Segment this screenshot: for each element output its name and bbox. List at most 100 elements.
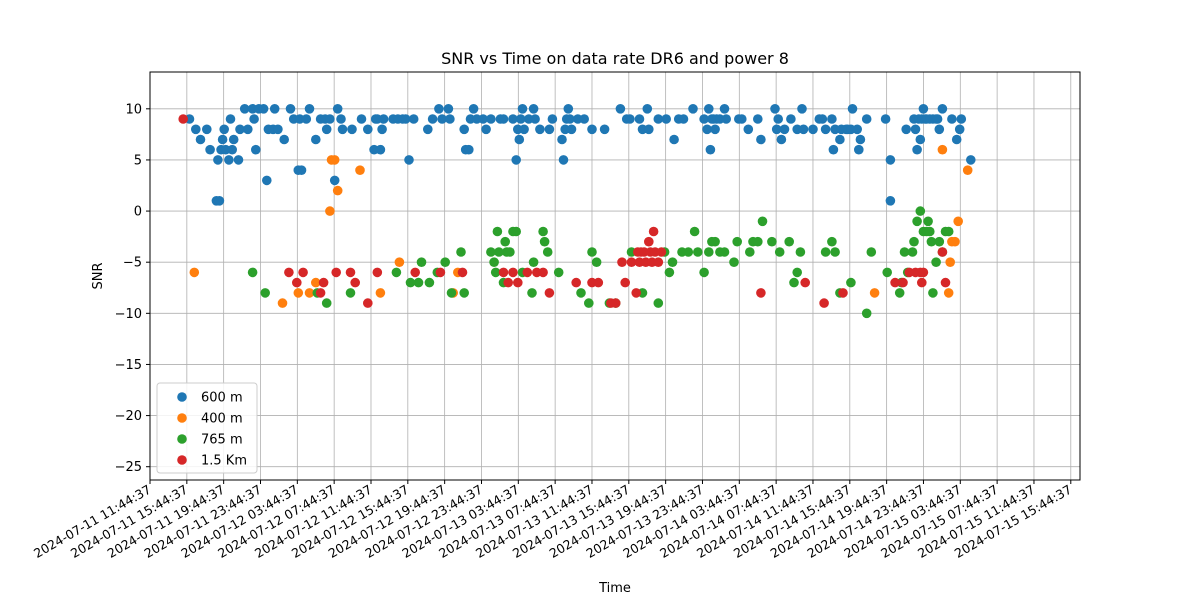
data-point	[591, 257, 602, 268]
data-point	[937, 247, 948, 257]
data-point	[953, 216, 963, 227]
data-point	[191, 124, 201, 135]
data-point	[901, 124, 911, 135]
data-point	[620, 277, 630, 288]
data-point	[544, 124, 555, 135]
data-point	[792, 267, 802, 278]
data-point	[729, 257, 739, 268]
data-point	[576, 288, 586, 298]
y-tick-label: −15	[115, 358, 142, 373]
data-point	[404, 155, 414, 165]
data-point	[530, 114, 540, 124]
data-point	[820, 124, 831, 135]
data-point	[593, 277, 604, 288]
data-point	[852, 124, 862, 135]
data-point	[435, 267, 446, 278]
data-point	[394, 257, 405, 268]
data-point	[251, 144, 261, 155]
data-point	[464, 144, 474, 155]
data-point	[522, 267, 533, 278]
data-point	[318, 277, 329, 288]
data-point	[481, 124, 491, 135]
data-point	[617, 257, 627, 268]
data-point	[855, 134, 866, 145]
data-point	[437, 114, 447, 124]
data-point	[178, 114, 188, 124]
data-point	[699, 267, 709, 278]
data-point	[943, 226, 954, 237]
data-point	[416, 257, 427, 268]
data-point	[954, 124, 965, 135]
data-point	[644, 124, 654, 135]
data-point	[325, 114, 335, 124]
data-point	[925, 226, 935, 237]
data-point	[494, 247, 504, 257]
data-point	[693, 247, 703, 257]
data-point	[819, 298, 829, 308]
data-point	[538, 226, 548, 237]
data-point	[951, 134, 962, 145]
data-point	[918, 267, 929, 278]
data-point	[634, 114, 645, 124]
data-point	[405, 277, 416, 288]
data-point	[702, 124, 712, 135]
data-point	[644, 236, 654, 247]
data-point	[446, 288, 457, 298]
y-tick-label: −20	[115, 409, 142, 424]
data-point	[653, 298, 664, 308]
data-point	[869, 288, 880, 298]
data-point	[443, 104, 454, 114]
data-point	[459, 288, 470, 298]
data-point	[378, 114, 389, 124]
data-point	[912, 216, 922, 227]
data-point	[535, 124, 545, 135]
data-point	[321, 298, 332, 308]
data-point	[721, 114, 731, 124]
data-point	[217, 134, 228, 145]
legend-marker	[177, 392, 187, 402]
data-point	[909, 236, 919, 247]
data-point	[737, 114, 747, 124]
data-point	[931, 257, 941, 268]
data-point	[861, 308, 872, 319]
data-point	[400, 114, 411, 124]
data-point	[934, 124, 945, 135]
data-point	[667, 257, 678, 268]
data-point	[719, 104, 730, 114]
data-point	[820, 247, 831, 257]
data-point	[631, 288, 641, 298]
data-point	[224, 155, 234, 165]
data-point	[235, 124, 245, 135]
data-point	[610, 298, 621, 308]
data-point	[894, 288, 905, 298]
data-point	[565, 114, 575, 124]
series-0-points	[184, 104, 976, 206]
data-point	[228, 134, 239, 145]
data-point	[827, 114, 837, 124]
data-point	[260, 288, 271, 298]
data-point	[656, 247, 667, 257]
data-point	[213, 155, 223, 165]
data-point	[542, 247, 553, 257]
legend-marker	[177, 413, 187, 423]
data-point	[440, 257, 451, 268]
data-point	[356, 114, 367, 124]
data-point	[219, 124, 229, 135]
data-point	[547, 114, 558, 124]
data-point	[269, 104, 280, 114]
data-point	[528, 104, 539, 114]
data-point	[544, 288, 555, 298]
data-point	[514, 134, 525, 145]
data-point	[247, 267, 258, 278]
data-point	[293, 288, 304, 298]
data-point	[770, 104, 780, 114]
data-point	[329, 175, 340, 186]
data-point	[798, 124, 809, 135]
data-point	[599, 124, 610, 135]
data-point	[262, 175, 272, 186]
legend-label: 1.5 Km	[201, 454, 247, 469]
legend-label: 400 m	[201, 412, 243, 427]
data-point	[828, 144, 839, 155]
